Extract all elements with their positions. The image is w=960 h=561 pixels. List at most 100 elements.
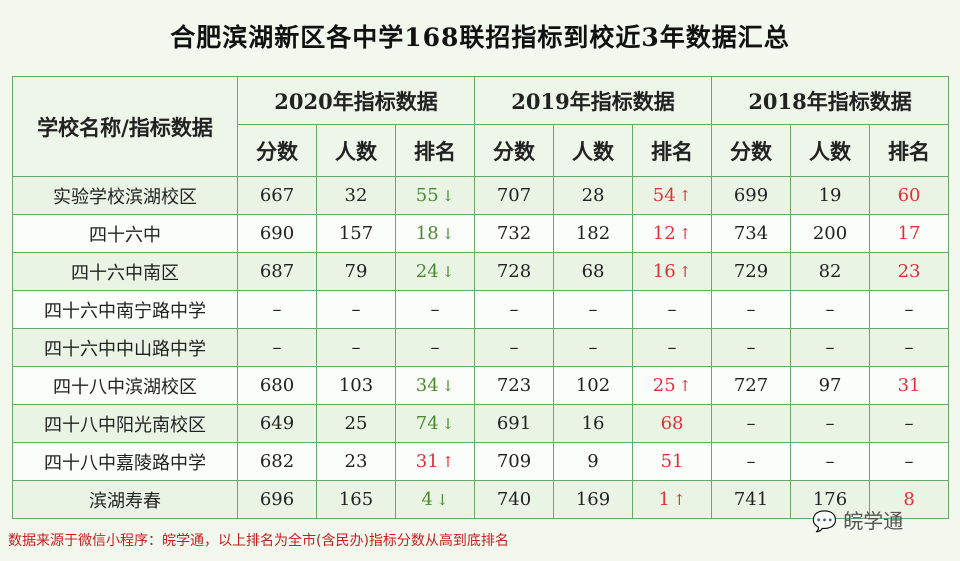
count-cell: 19 (790, 176, 871, 215)
count-cell: 176 (790, 480, 871, 519)
count-cell: – (790, 328, 871, 367)
score-cell: 680 (237, 366, 317, 405)
rank-cell: 25 ↑ (632, 366, 713, 405)
rank-cell: 54 ↑ (632, 176, 713, 215)
sub-header: 分数 (237, 124, 317, 177)
rank-cell: – (869, 328, 950, 367)
sub-header: 排名 (869, 124, 950, 177)
table-row: 四十六中中山路中学 – – – – – – – – – (12, 328, 950, 367)
score-cell: – (711, 404, 792, 443)
table-row: 四十六中南宁路中学 – – – – – – – – – (12, 290, 950, 329)
rank-cell: 74 ↓ (394, 404, 476, 443)
sub-header: 分数 (474, 124, 555, 177)
score-cell: – (237, 290, 317, 329)
count-cell: 68 (553, 252, 634, 291)
count-cell: 16 (553, 404, 634, 443)
rank-value: 18 (415, 223, 439, 244)
rank-value: 1 (658, 489, 670, 510)
rank-cell: – (632, 328, 713, 367)
count-cell: 103 (316, 366, 396, 405)
score-cell: 667 (237, 176, 317, 215)
arrow-down-icon: ↓ (441, 415, 455, 433)
score-cell: 732 (474, 214, 555, 253)
count-cell: 79 (316, 252, 396, 291)
count-cell: 23 (316, 442, 396, 481)
rank-value: – (904, 299, 914, 320)
wechat-icon: 💬 (812, 509, 837, 533)
count-cell: – (316, 290, 396, 329)
arrow-down-icon: ↓ (441, 187, 455, 205)
count-cell: 25 (316, 404, 396, 443)
rank-value: 51 (660, 451, 684, 472)
arrow-up-icon: ↑ (672, 491, 686, 509)
sub-header: 人数 (316, 124, 396, 177)
rank-cell: – (632, 290, 713, 329)
rank-value: 60 (897, 185, 921, 206)
rank-cell: – (394, 290, 476, 329)
year-header-2018: 2018年指标数据 (711, 76, 950, 125)
footnote: 数据来源于微信小程序：皖学通，以上排名为全市(含民办)指标分数从高到底排名 (8, 533, 509, 549)
count-cell: 32 (316, 176, 396, 215)
school-name: 滨湖寿春 (12, 480, 238, 519)
rank-value: 25 (652, 375, 676, 396)
rank-value: 12 (652, 223, 676, 244)
score-cell: – (474, 328, 555, 367)
count-cell: 97 (790, 366, 871, 405)
arrow-down-icon: ↓ (441, 263, 455, 281)
table-row: 滨湖寿春 696 165 4 ↓ 740 169 1 ↑ 741 176 8 (12, 480, 950, 519)
score-cell: – (711, 290, 792, 329)
count-cell: 169 (553, 480, 634, 519)
arrow-up-icon: ↑ (678, 263, 692, 281)
count-cell: 200 (790, 214, 871, 253)
rank-cell: 55 ↓ (394, 176, 476, 215)
rank-value: – (430, 337, 440, 358)
rank-cell: 24 ↓ (394, 252, 476, 291)
rank-cell: 51 (632, 442, 713, 481)
rank-cell: 68 (632, 404, 713, 443)
rank-cell: 31 (869, 366, 950, 405)
score-cell: – (474, 290, 555, 329)
table-row: 四十八中嘉陵路中学 682 23 31 ↑ 709 9 51– – – (12, 442, 950, 481)
rank-cell: 34 ↓ (394, 366, 476, 405)
count-cell: – (790, 404, 871, 443)
rank-cell: 16 ↑ (632, 252, 713, 291)
score-cell: – (711, 328, 792, 367)
score-cell: 723 (474, 366, 555, 405)
count-cell: 182 (553, 214, 634, 253)
sub-header: 分数 (711, 124, 792, 177)
school-name: 四十六中中山路中学 (12, 328, 238, 367)
rank-value: 17 (897, 223, 921, 244)
rank-value: 31 (415, 451, 439, 472)
score-cell: 709 (474, 442, 555, 481)
score-cell: 691 (474, 404, 555, 443)
count-cell: 9 (553, 442, 634, 481)
arrow-up-icon: ↑ (678, 187, 692, 205)
rank-cell: – (394, 328, 476, 367)
rank-value: – (667, 337, 677, 358)
sub-header: 人数 (790, 124, 871, 177)
logo: 💬 皖学通 (812, 509, 904, 533)
rank-cell: 31 ↑ (394, 442, 476, 481)
school-name: 四十八中嘉陵路中学 (12, 442, 238, 481)
rank-cell: 18 ↓ (394, 214, 476, 253)
count-cell: – (790, 442, 871, 481)
score-cell: 682 (237, 442, 317, 481)
year-header-2019: 2019年指标数据 (474, 76, 713, 125)
rank-value: 23 (897, 261, 921, 282)
sub-header: 排名 (632, 124, 713, 177)
rank-value: – (667, 299, 677, 320)
school-name: 实验学校滨湖校区 (12, 176, 238, 215)
rank-cell: 23 (869, 252, 950, 291)
score-cell: 728 (474, 252, 555, 291)
rank-value: 54 (652, 185, 676, 206)
table-row: 四十六中 690 157 18 ↓ 732 182 12 ↑ 734 200 17 (12, 214, 950, 253)
page-title: 合肥滨湖新区各中学168联招指标到校近3年数据汇总 (170, 23, 790, 52)
rank-value: 68 (660, 413, 684, 434)
count-cell: – (790, 290, 871, 329)
rank-cell: 1 ↑ (632, 480, 713, 519)
score-cell: 707 (474, 176, 555, 215)
rank-value: – (904, 337, 914, 358)
score-cell: 727 (711, 366, 792, 405)
school-name: 四十六中南区 (12, 252, 238, 291)
score-cell: 649 (237, 404, 317, 443)
